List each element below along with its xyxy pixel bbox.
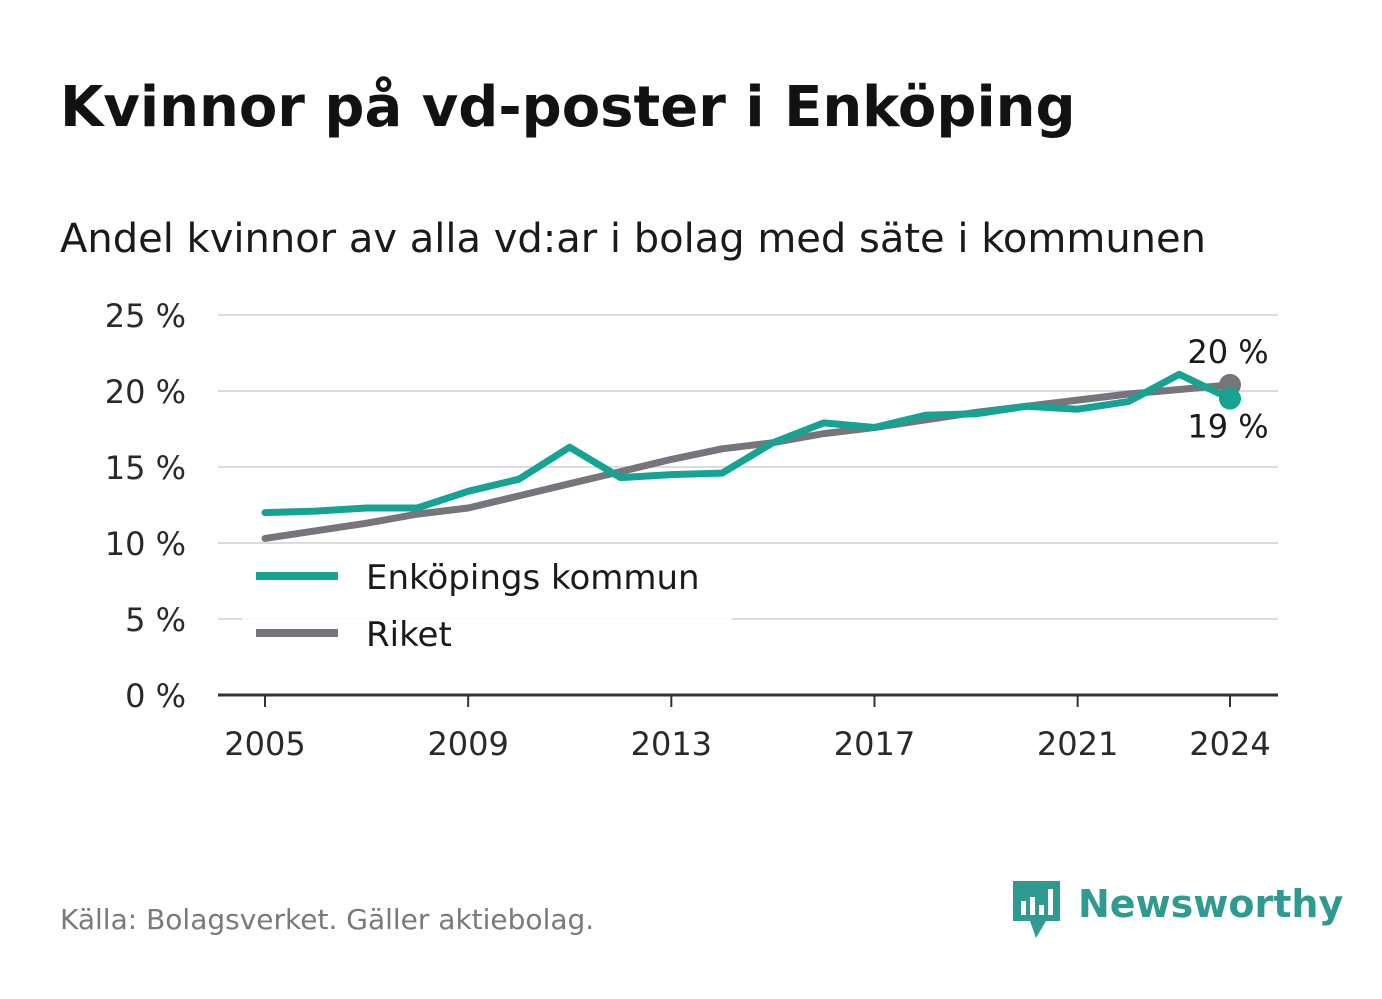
y-axis: 0 % 5 % 10 % 15 % 20 % 25 %	[105, 297, 186, 715]
logo-wordmark: Newsworthy	[1078, 882, 1343, 926]
bar-chart-icon	[1013, 881, 1060, 938]
chart-title: Kvinnor på vd-poster i Enköping	[60, 75, 1076, 140]
y-tick-label: 10 %	[105, 525, 186, 563]
y-tick-label: 0 %	[125, 677, 186, 715]
series-lines	[261, 370, 1234, 542]
y-tick-label: 5 %	[125, 601, 186, 639]
series-line-riket	[261, 381, 1234, 542]
series-line-enkopings-kommun	[261, 370, 1234, 517]
x-tick-label: 2005	[224, 725, 305, 763]
x-tick-label: 2024	[1189, 725, 1270, 763]
series-endpoints: 20 % 19 %	[1187, 333, 1268, 446]
x-tick-label: 2021	[1037, 725, 1118, 763]
legend-label-enkopings-kommun: Enköpings kommun	[366, 558, 700, 598]
x-tick-label: 2013	[631, 725, 712, 763]
x-axis: 2005 2009 2013 2017 2021 2024	[224, 695, 1271, 763]
y-tick-label: 25 %	[105, 297, 186, 335]
end-label-enkopings-kommun: 19 %	[1187, 408, 1268, 446]
newsworthy-logo: Newsworthy	[1013, 881, 1343, 938]
chart-subtitle: Andel kvinnor av alla vd:ar i bolag med …	[60, 216, 1206, 262]
y-tick-label: 15 %	[105, 449, 186, 487]
y-tick-label: 20 %	[105, 373, 186, 411]
legend: Enköpings kommun Riket	[242, 546, 732, 668]
endpoint-marker-enkopings-kommun	[1219, 387, 1241, 410]
legend-background	[242, 546, 732, 668]
x-tick-label: 2017	[834, 725, 915, 763]
end-label-riket: 20 %	[1187, 333, 1268, 371]
legend-label-riket: Riket	[366, 615, 452, 655]
x-tick-label: 2009	[427, 725, 508, 763]
source-note: Källa: Bolagsverket. Gäller aktiebolag.	[60, 903, 594, 936]
